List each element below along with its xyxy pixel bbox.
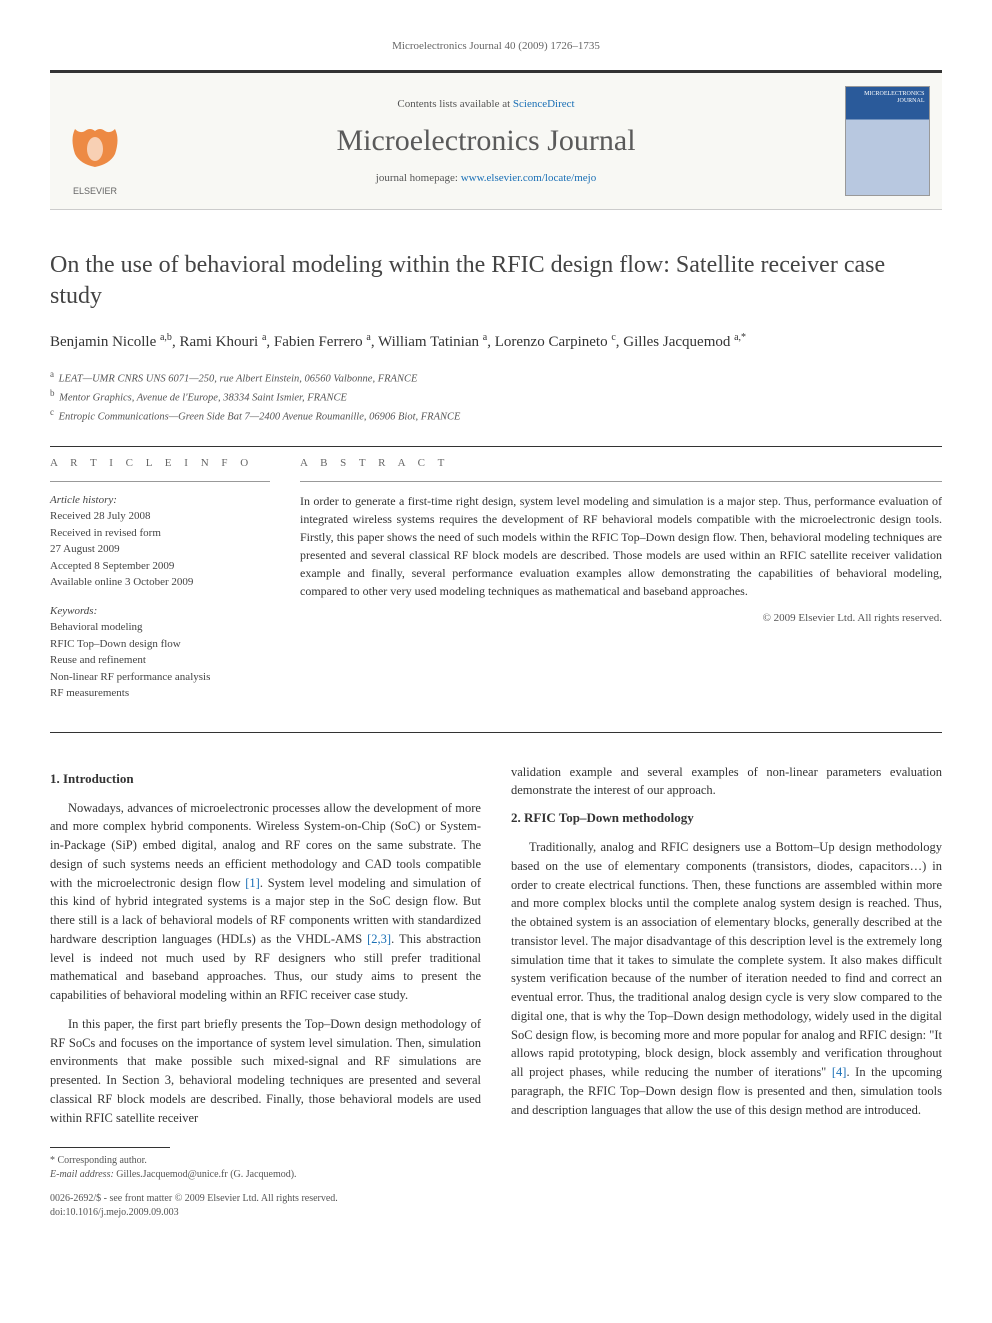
heading-methodology: 2. RFIC Top–Down methodology [511,810,942,826]
abstract-label: A B S T R A C T [300,457,942,469]
elsevier-logo: ELSEVIER [60,119,130,199]
article-title: On the use of behavioral modeling within… [50,250,942,312]
journal-name: Microelectronics Journal [336,124,635,158]
abstract-text: In order to generate a first-time right … [300,492,942,600]
abstract-hr [300,481,942,482]
email-value: Gilles.Jacquemod@unice.fr (G. Jacquemod)… [116,1169,296,1180]
page-root: Microelectronics Journal 40 (2009) 1726–… [0,0,992,1260]
affiliation: c Entropic Communications—Green Side Bat… [50,406,942,425]
body-col-right: validation example and several examples … [511,763,942,1221]
methodology-para-1: Traditionally, analog and RFIC designers… [511,838,942,1119]
corresponding-author: * Corresponding author. [50,1154,481,1168]
history-label: Article history: [50,494,117,506]
svg-text:ELSEVIER: ELSEVIER [73,186,118,196]
history-line: Received 28 July 2008 [50,508,270,525]
affiliation: b Mentor Graphics, Avenue de l'Europe, 3… [50,387,942,406]
abstract-copyright: © 2009 Elsevier Ltd. All rights reserved… [300,612,942,624]
ref-link[interactable]: [2,3] [367,932,391,946]
email-line: E-mail address: Gilles.Jacquemod@unice.f… [50,1168,481,1182]
homepage-link[interactable]: www.elsevier.com/locate/mejo [461,172,597,184]
banner-right: MICROELECTRONICS JOURNAL [832,73,942,209]
contents-line: Contents lists available at ScienceDirec… [397,98,574,110]
footnote: * Corresponding author. E-mail address: … [50,1154,481,1182]
cover-thumb-label: MICROELECTRONICS JOURNAL [850,91,925,104]
abstract-col: A B S T R A C T In order to generate a f… [300,457,942,702]
history-line: 27 August 2009 [50,541,270,558]
email-label: E-mail address: [50,1169,114,1180]
article-info-block: Article history: Received 28 July 2008Re… [50,492,270,702]
intro-para-1: Nowadays, advances of microelectronic pr… [50,799,481,1005]
keyword: Non-linear RF performance analysis [50,669,270,686]
contents-prefix: Contents lists available at [397,98,512,110]
running-head: Microelectronics Journal 40 (2009) 1726–… [50,40,942,52]
history-line: Available online 3 October 2009 [50,574,270,591]
article-info-col: A R T I C L E I N F O Article history: R… [50,457,270,702]
doi-line-2: doi:10.1016/j.mejo.2009.09.003 [50,1206,481,1220]
divider-2 [50,732,942,733]
body-columns: 1. Introduction Nowadays, advances of mi… [50,763,942,1221]
history-line: Accepted 8 September 2009 [50,558,270,575]
keyword: Reuse and refinement [50,652,270,669]
homepage-line: journal homepage: www.elsevier.com/locat… [376,172,596,184]
banner-mid: Contents lists available at ScienceDirec… [140,73,832,209]
keyword: RF measurements [50,685,270,702]
history-line: Received in revised form [50,525,270,542]
banner-left: ELSEVIER [50,73,140,209]
keyword: RFIC Top–Down design flow [50,636,270,653]
ref-link[interactable]: [1] [245,876,260,890]
doi-block: 0026-2692/$ - see front matter © 2009 El… [50,1192,481,1220]
intro-para-2: In this paper, the first part briefly pr… [50,1015,481,1128]
doi-line-1: 0026-2692/$ - see front matter © 2009 El… [50,1192,481,1206]
info-abstract-row: A R T I C L E I N F O Article history: R… [50,457,942,702]
article-info-label: A R T I C L E I N F O [50,457,270,469]
intro-continuation: validation example and several examples … [511,763,942,801]
footnote-rule [50,1147,170,1148]
homepage-prefix: journal homepage: [376,172,461,184]
divider [50,446,942,447]
affiliations: a LEAT—UMR CNRS UNS 6071—250, rue Albert… [50,368,942,426]
keyword: Behavioral modeling [50,619,270,636]
info-hr [50,481,270,482]
keywords-label: Keywords: [50,603,270,620]
title-block: On the use of behavioral modeling within… [50,250,942,426]
sciencedirect-link[interactable]: ScienceDirect [513,98,575,110]
heading-intro: 1. Introduction [50,771,481,787]
affiliation: a LEAT—UMR CNRS UNS 6071—250, rue Albert… [50,368,942,387]
journal-banner: ELSEVIER Contents lists available at Sci… [50,70,942,210]
journal-cover-thumb: MICROELECTRONICS JOURNAL [845,86,930,196]
authors: Benjamin Nicolle a,b, Rami Khouri a, Fab… [50,330,942,354]
body-col-left: 1. Introduction Nowadays, advances of mi… [50,763,481,1221]
ref-link[interactable]: [4] [832,1065,847,1079]
